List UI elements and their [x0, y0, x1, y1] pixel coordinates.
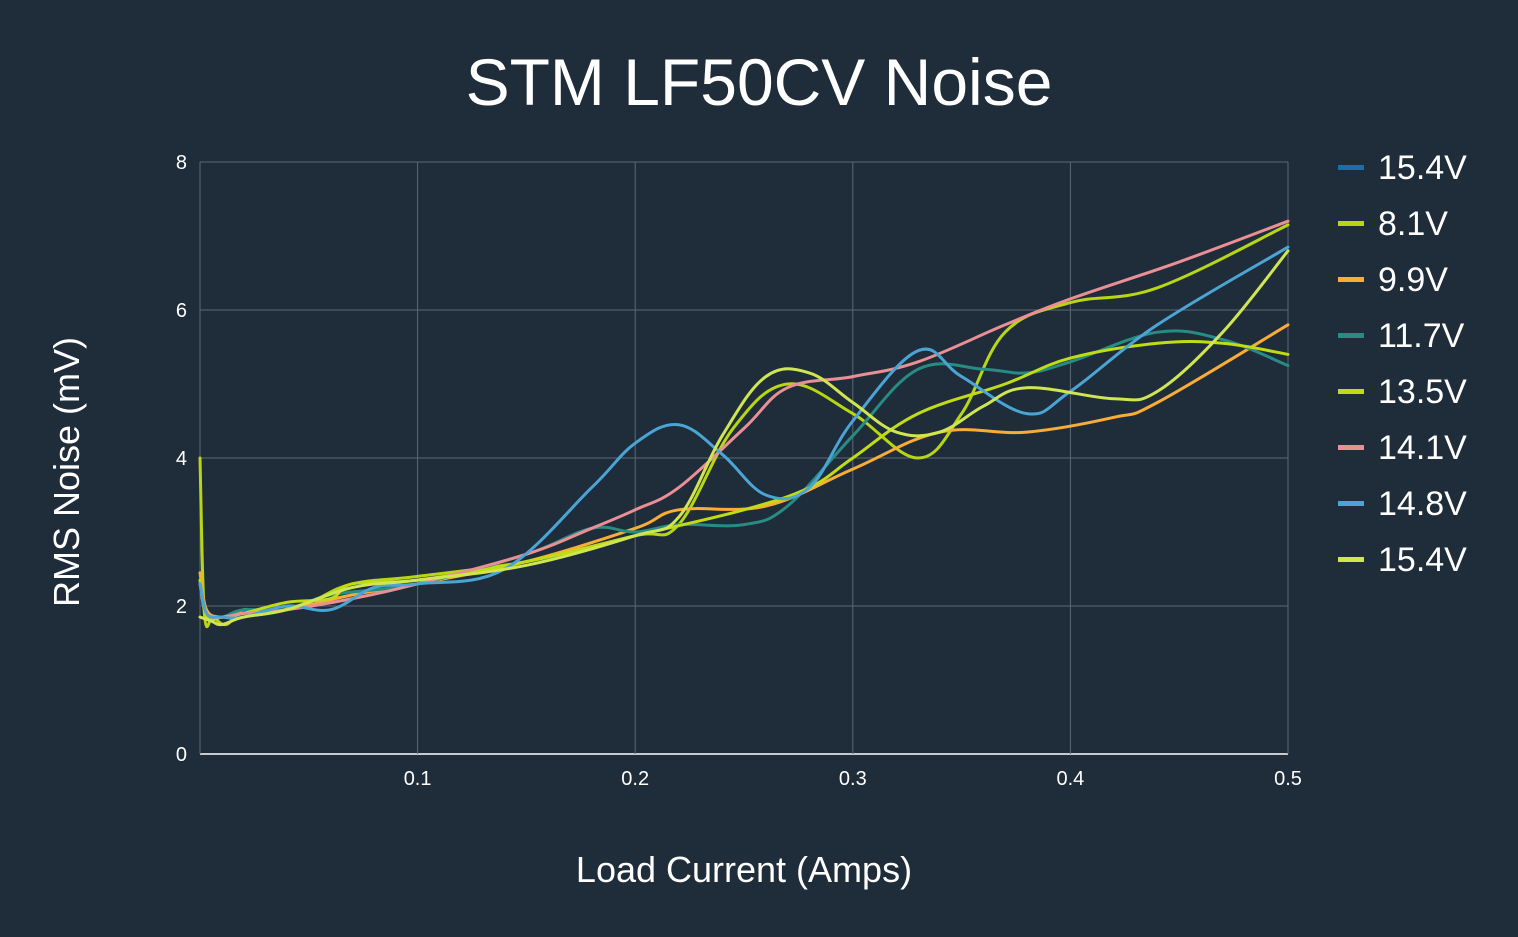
series-line-1: [198, 223, 1290, 629]
y-tick-label: 2: [176, 596, 187, 618]
series-layer: [198, 219, 1290, 629]
legend-label: 11.7V: [1378, 317, 1465, 355]
legend-swatch: [1338, 389, 1364, 394]
chart-title: STM LF50CV Noise: [466, 45, 1053, 119]
legend-label: 15.4V: [1378, 149, 1467, 187]
x-tick-label: 0.2: [621, 768, 649, 790]
legend: 15.4V 8.1V 9.9V 11.7V 13.5V 14.1V 14.8V 15.4V: [1338, 149, 1467, 579]
x-tick-label: 0.1: [404, 768, 432, 790]
legend-label: 15.4V: [1378, 541, 1467, 579]
tick-layer: 0 2 4 6 8 0.1 0.2 0.3 0.4 0.5: [176, 152, 1302, 790]
legend-swatch: [1338, 165, 1364, 170]
legend-label: 8.1V: [1378, 205, 1448, 243]
legend-swatch: [1338, 557, 1364, 562]
legend-item: 9.9V: [1338, 261, 1448, 299]
legend-swatch: [1338, 277, 1364, 282]
legend-item: 13.5V: [1338, 373, 1467, 411]
y-tick-label: 0: [176, 744, 187, 766]
legend-swatch: [1338, 221, 1364, 226]
series-line-2: [198, 323, 1290, 619]
legend-item: 14.8V: [1338, 485, 1467, 523]
x-tick-label: 0.5: [1274, 768, 1302, 790]
series-line-4: [198, 340, 1290, 622]
series-line-6: [198, 245, 1290, 620]
y-tick-label: 4: [176, 448, 187, 470]
x-axis-title: Load Current (Amps): [576, 849, 912, 890]
legend-swatch: [1338, 333, 1364, 338]
x-tick-label: 0.3: [839, 768, 867, 790]
x-tick-label: 0.4: [1056, 768, 1084, 790]
legend-item: 15.4V: [1338, 541, 1467, 579]
series-line-5: [198, 219, 1290, 620]
series-line-3: [198, 329, 1290, 620]
legend-label: 14.1V: [1378, 429, 1467, 467]
legend-label: 13.5V: [1378, 373, 1467, 411]
grid-layer: [199, 161, 1289, 755]
y-axis-title: RMS Noise (mV): [46, 337, 87, 607]
legend-item: 15.4V: [1338, 149, 1467, 187]
legend-swatch: [1338, 445, 1364, 450]
legend-swatch: [1338, 501, 1364, 506]
legend-label: 9.9V: [1378, 261, 1448, 299]
series-line-7: [198, 249, 1290, 627]
legend-item: 11.7V: [1338, 317, 1465, 355]
legend-label: 14.8V: [1378, 485, 1467, 523]
y-tick-label: 6: [176, 300, 187, 322]
legend-item: 14.1V: [1338, 429, 1467, 467]
legend-item: 8.1V: [1338, 205, 1448, 243]
y-tick-label: 8: [176, 152, 187, 174]
